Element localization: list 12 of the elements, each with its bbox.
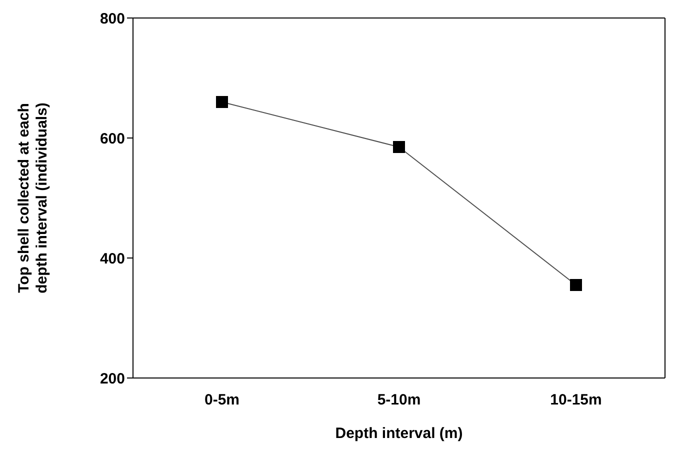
y-axis-title: Top shell collected at each depth interval (individuals) [16,102,50,294]
y-tick-label: 200 [100,370,125,388]
point [393,141,405,153]
y-tick-label: 800 [100,10,125,28]
x-tick-label: 0-5m [204,392,240,409]
y-tick-label: 400 [100,250,125,268]
point [216,96,228,108]
x-axis-title: Depth interval (m) [335,425,463,442]
x-tick-label: 10-15m [550,392,602,409]
y-tick-label: 600 [100,130,125,148]
point [570,279,582,291]
x-tick-label: 5-10m [377,392,421,409]
